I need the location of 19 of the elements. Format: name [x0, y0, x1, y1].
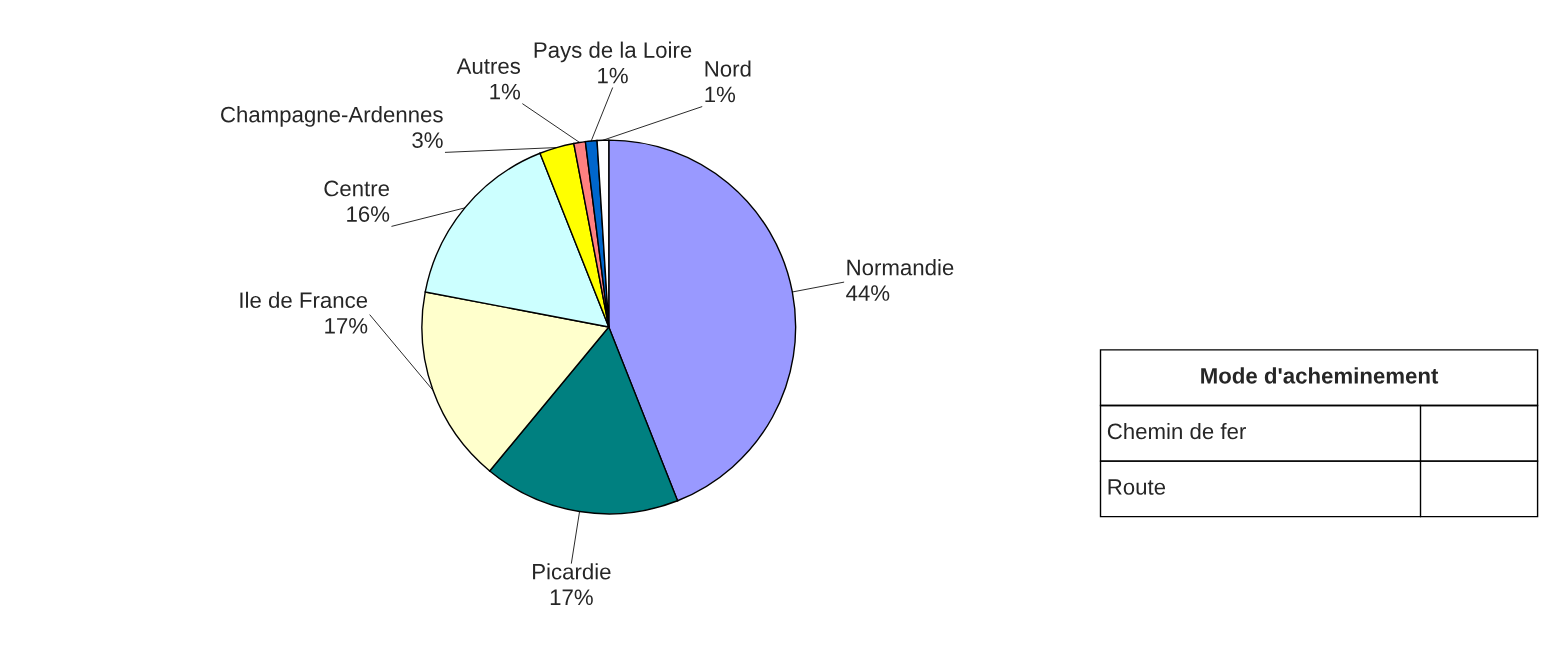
- data-label: 3%: [412, 132, 443, 148]
- text: Mode d'acheminement: [1201, 367, 1439, 384]
- data-label: 44%: [846, 285, 890, 301]
- data-label: 1%: [598, 67, 628, 84]
- slice-label: Champagne-Ardennes: [221, 106, 443, 127]
- slice-label: Nord: [705, 60, 751, 77]
- slice-label: Picardie: [533, 563, 611, 580]
- data-label: 17%: [325, 318, 368, 334]
- slice-label: Centre: [324, 180, 389, 197]
- data-label: 16%: [347, 206, 390, 222]
- slice-label: Pays de la Loire: [534, 41, 692, 63]
- text: Route: [1108, 479, 1166, 495]
- slice-label: Autres: [456, 58, 521, 74]
- data-label: 1%: [490, 83, 521, 100]
- data-label: 1%: [705, 86, 736, 103]
- data-label: 17%: [550, 589, 593, 606]
- slice-label: Normandie: [847, 259, 954, 276]
- slice-label: Ile de France: [240, 291, 368, 309]
- text: Chemin de fer: [1107, 422, 1246, 440]
